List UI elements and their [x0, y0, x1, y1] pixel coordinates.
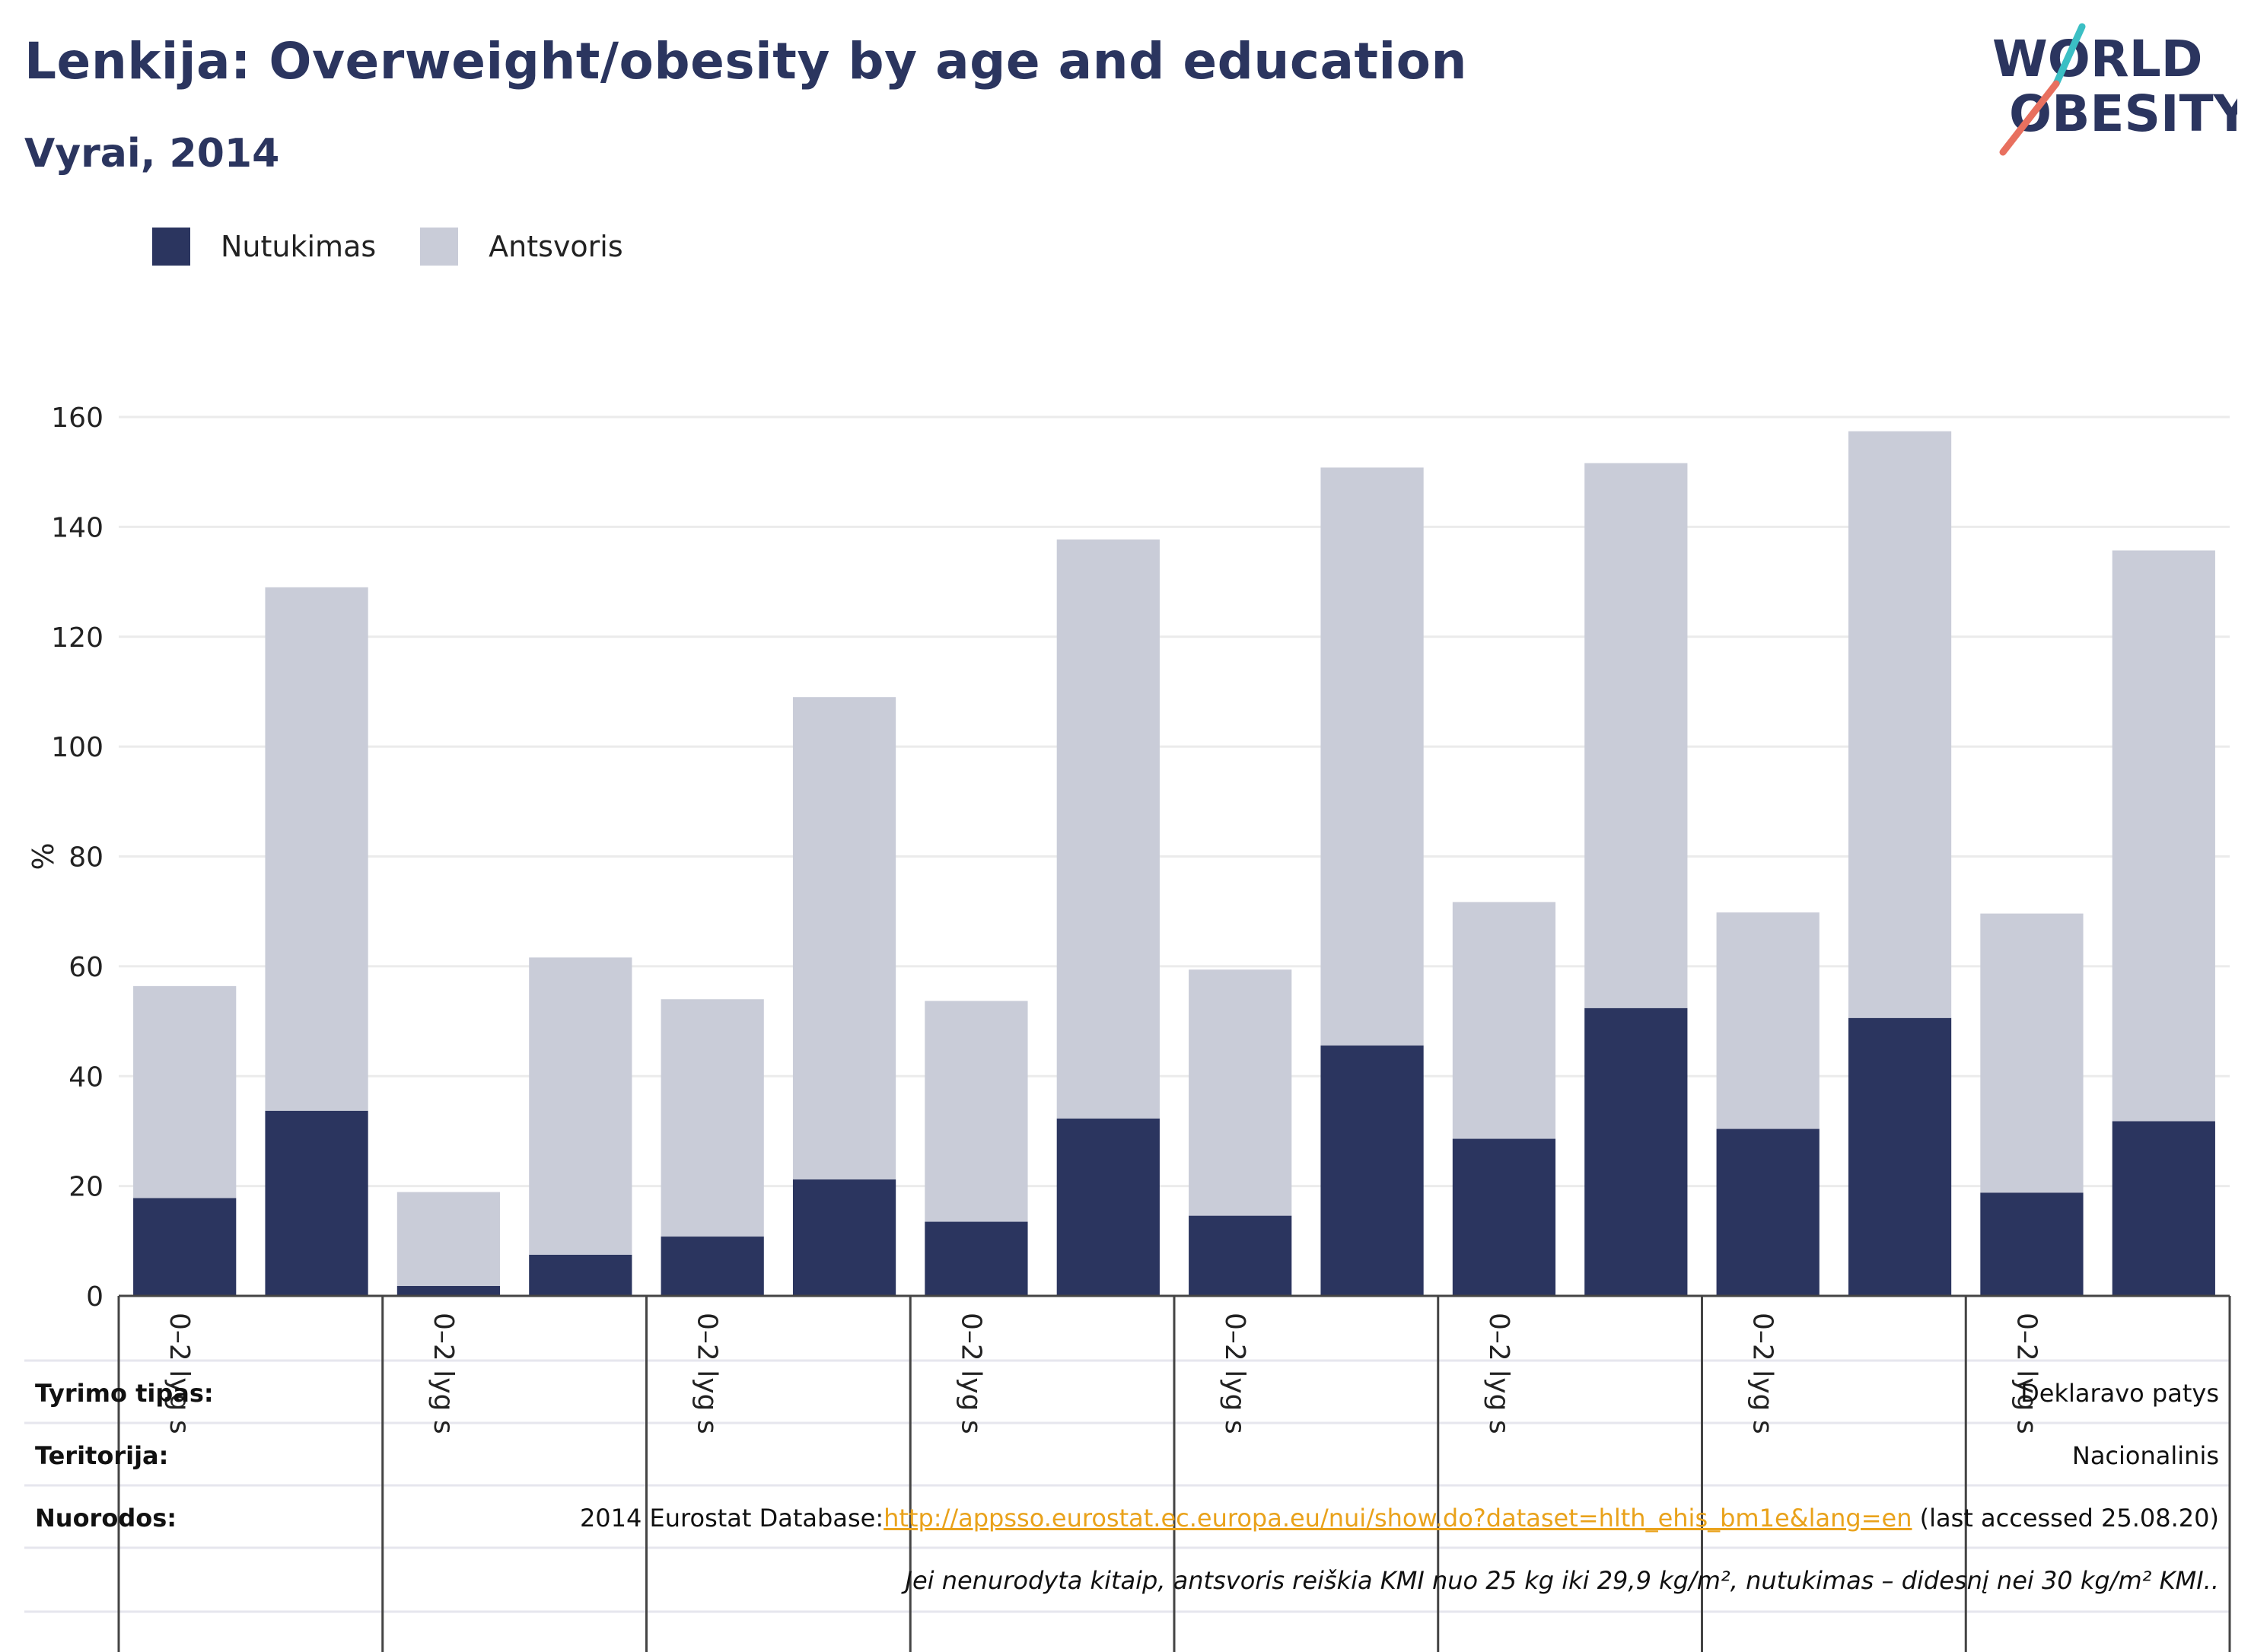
y-tick-label: 80 [68, 842, 103, 874]
bar-obesity-3 [529, 1254, 632, 1296]
bar-overweight-1 [265, 587, 368, 1111]
bar-obesity-5 [792, 1179, 896, 1296]
bar-obesity-4 [661, 1237, 764, 1296]
bar-overweight-15 [2112, 550, 2215, 1122]
bar-overweight-14 [1980, 913, 2084, 1193]
bar-overweight-6 [925, 1001, 1028, 1222]
meta-territory-label: Teritorija: [35, 1441, 169, 1470]
logo-word-1: WORLD [1992, 30, 2203, 88]
legend-label-antsvoris: Antsvoris [489, 230, 623, 263]
bar-obesity-9 [1320, 1045, 1424, 1296]
bar-overweight-11 [1584, 463, 1688, 1008]
bar-obesity-15 [2112, 1121, 2215, 1296]
x-group-label-1: 0–2 lyg s [428, 1313, 459, 1434]
meta-refs-suffix: (last accessed 25.08.20) [1912, 1504, 2219, 1533]
meta-survey-label: Tyrimo tipas: [35, 1379, 214, 1408]
logo-slash-bottom [1999, 80, 2060, 156]
meta-row-survey: Tyrimo tipas: Deklaravo patys [35, 1379, 2219, 1424]
meta-refs-prefix: 2014 Eurostat Database: [579, 1504, 884, 1533]
meta-refs-label: Nuorodos: [35, 1504, 177, 1533]
bar-overweight-0 [133, 985, 237, 1198]
meta-refs-value: 2014 Eurostat Database:http://appsso.eur… [580, 1504, 2219, 1533]
y-tick-label: 20 [68, 1172, 103, 1203]
meta-refs-link[interactable]: http://appsso.eurostat.ec.europa.eu/nui/… [884, 1504, 1912, 1533]
bar-obesity-6 [925, 1221, 1028, 1296]
world-obesity-logo: WORLD OBESITY [1992, 23, 2237, 156]
meta-row-references: Nuorodos: 2014 Eurostat Database:http://… [35, 1504, 2219, 1549]
y-axis-label: % [27, 842, 60, 870]
bar-obesity-2 [396, 1286, 501, 1296]
legend-swatch-nutukimas [152, 228, 190, 266]
y-tick-label: 100 [51, 732, 103, 763]
x-group-label-2: 0–2 lyg s [692, 1313, 723, 1434]
y-tick-label: 60 [68, 952, 103, 983]
legend-item-antsvoris[interactable]: Antsvoris [420, 228, 623, 266]
bar-obesity-10 [1452, 1138, 1556, 1296]
bar-obesity-1 [265, 1110, 368, 1296]
x-group-label-7: 0–2 lyg s [2011, 1313, 2042, 1434]
logo-slash-top [2052, 23, 2086, 88]
meta-survey-value: Deklaravo patys [2020, 1379, 2219, 1408]
bar-overweight-2 [396, 1192, 501, 1287]
y-tick-label: 120 [51, 622, 103, 654]
x-group-label-0: 0–2 lyg s [164, 1313, 195, 1434]
bar-obesity-8 [1189, 1215, 1292, 1296]
chart-subtitle: Vyrai, 2014 [24, 131, 280, 177]
y-tick-label: 140 [51, 512, 103, 543]
x-group-label-5: 0–2 lyg s [1483, 1313, 1514, 1434]
bar-obesity-0 [133, 1198, 237, 1296]
bar-overweight-8 [1189, 969, 1292, 1216]
x-group-label-4: 0–2 lyg s [1219, 1313, 1250, 1434]
bar-obesity-14 [1980, 1192, 2084, 1296]
bar-obesity-11 [1584, 1007, 1688, 1296]
bar-overweight-12 [1716, 912, 1820, 1129]
legend-swatch-antsvoris [420, 228, 459, 266]
meta-territory-value: Nacionalinis [2071, 1441, 2219, 1470]
legend-label-nutukimas: Nutukimas [221, 230, 377, 263]
bar-obesity-7 [1056, 1118, 1160, 1296]
y-tick-label: 0 [86, 1281, 103, 1313]
bar-overweight-4 [661, 999, 764, 1237]
bar-overweight-5 [792, 697, 896, 1179]
legend-item-nutukimas[interactable]: Nutukimas [152, 228, 376, 266]
x-group-label-3: 0–2 lyg s [955, 1313, 986, 1434]
bar-obesity-12 [1716, 1128, 1820, 1296]
bar-overweight-9 [1320, 467, 1424, 1046]
meta-row-note: Jei nenurodyta kitaip, antsvoris reiškia… [35, 1566, 2220, 1612]
bar-obesity-13 [1848, 1017, 1952, 1296]
chart-title: Lenkija: Overweight/obesity by age and e… [24, 32, 1468, 91]
meta-note: Jei nenurodyta kitaip, antsvoris reiškia… [905, 1566, 2220, 1595]
y-tick-label: 160 [51, 403, 103, 434]
meta-row-territory: Teritorija: Nacionalinis [35, 1441, 2219, 1487]
bar-overweight-13 [1848, 431, 1952, 1018]
bar-overweight-3 [529, 957, 632, 1255]
x-group-label-6: 0–2 lyg s [1747, 1313, 1778, 1434]
bar-overweight-7 [1056, 539, 1160, 1119]
chart-legend: Nutukimas Antsvoris [152, 225, 667, 268]
y-tick-label: 40 [68, 1062, 103, 1093]
bar-overweight-10 [1452, 902, 1556, 1139]
